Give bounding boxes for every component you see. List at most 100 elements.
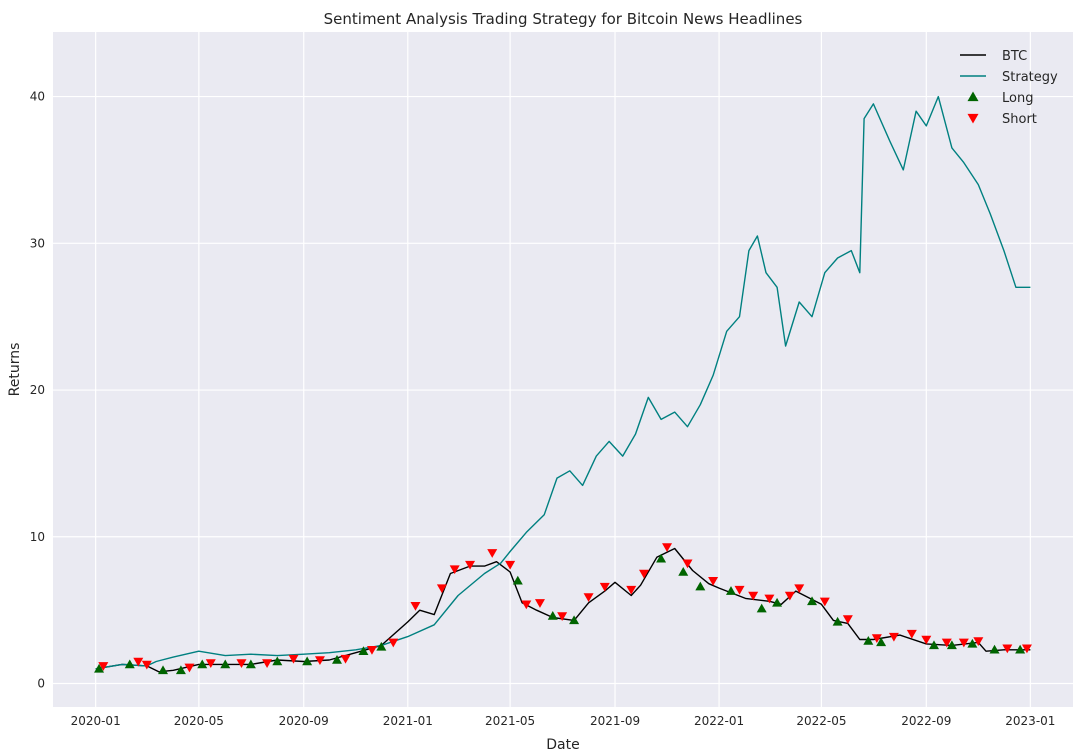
x-tick-label: 2023-01 [1005, 714, 1055, 728]
short-marker [1002, 644, 1013, 654]
long-marker [547, 611, 558, 620]
long-marker [197, 659, 208, 669]
legend-label-btc: BTC [1002, 49, 1027, 64]
short-marker [262, 659, 273, 668]
short-marker [314, 656, 325, 666]
y-axis-label: Returns [7, 343, 23, 397]
short-marker [682, 559, 693, 569]
long-marker [967, 638, 978, 648]
short-marker [906, 629, 917, 639]
legend-swatch-long [967, 91, 979, 102]
short-marker [819, 597, 830, 607]
long-marker [302, 656, 313, 666]
long-marker [726, 586, 737, 595]
long-marker [656, 553, 667, 563]
long-marker [94, 663, 105, 673]
short-marker [288, 654, 299, 664]
short-marker [465, 560, 476, 570]
short-marker [487, 549, 498, 558]
y-tick-label: 30 [30, 236, 45, 250]
grid-lines [53, 32, 1073, 707]
long-marker [376, 641, 387, 651]
long-marker [331, 655, 342, 664]
short-marker [794, 584, 805, 594]
y-tick-label: 40 [30, 90, 45, 104]
long-marker [772, 597, 783, 607]
long-marker [1015, 644, 1026, 654]
long-marker [220, 659, 231, 669]
tick-labels: 2020-01 2020-05 2020-09 2021-01 2021-05 2021-… [30, 90, 1056, 728]
legend-label-short: Short [1002, 112, 1037, 127]
x-tick-label: 2020-09 [279, 714, 329, 728]
short-marker [205, 659, 216, 668]
long-marker [807, 596, 818, 606]
marker-layer [94, 543, 1032, 675]
x-tick-label: 2022-09 [901, 714, 951, 728]
short-marker [388, 638, 399, 648]
long-marker [569, 615, 580, 625]
long-marker [832, 616, 843, 626]
legend-label-strategy: Strategy [1002, 70, 1058, 85]
short-marker [98, 662, 109, 671]
y-tick-label: 20 [30, 383, 45, 397]
x-axis-label: Date [546, 737, 579, 753]
short-marker [639, 569, 650, 579]
long-marker [124, 659, 135, 669]
short-marker [842, 615, 853, 624]
short-marker [366, 646, 377, 655]
long-marker [756, 603, 767, 613]
short-marker [449, 565, 460, 575]
short-marker [410, 602, 421, 611]
short-marker [871, 634, 882, 644]
short-marker [748, 591, 759, 601]
short-marker [340, 654, 351, 664]
long-marker [946, 640, 957, 650]
legend-swatch-short [967, 113, 979, 124]
short-marker [557, 612, 568, 622]
short-marker [534, 599, 545, 608]
short-marker [184, 663, 195, 673]
long-marker [358, 646, 369, 655]
x-tick-label: 2021-01 [383, 714, 433, 728]
short-marker [662, 543, 673, 553]
short-marker [626, 585, 637, 595]
long-marker [863, 635, 874, 645]
long-marker [158, 665, 169, 675]
series-line-strategy [95, 95, 1031, 670]
short-marker [521, 600, 532, 610]
x-tick-label: 2021-05 [485, 714, 535, 728]
x-tick-label: 2022-05 [796, 714, 846, 728]
long-marker [245, 659, 256, 669]
y-tick-label: 0 [37, 677, 45, 691]
x-tick-label: 2020-01 [71, 714, 121, 728]
short-marker [141, 660, 152, 670]
chart-title: Sentiment Analysis Trading Strategy for … [324, 10, 803, 28]
short-marker [583, 593, 594, 602]
long-marker [175, 665, 186, 675]
short-marker [734, 585, 745, 595]
long-marker [272, 656, 283, 666]
x-tick-label: 2022-01 [694, 714, 744, 728]
long-marker [678, 567, 689, 576]
plot-background [53, 32, 1073, 707]
legend-label-long: Long [1002, 91, 1033, 106]
short-marker [133, 657, 144, 667]
short-marker [973, 637, 984, 646]
short-marker [505, 560, 516, 570]
short-marker [784, 591, 795, 601]
short-marker [708, 577, 719, 586]
long-marker [695, 581, 706, 591]
series-line-btc [95, 547, 1031, 673]
short-marker [921, 635, 932, 645]
short-marker [764, 594, 775, 604]
short-marker [599, 582, 610, 592]
x-tick-label: 2020-05 [174, 714, 224, 728]
short-marker [888, 632, 899, 642]
legend: BTC Strategy Long Short [960, 49, 1058, 127]
long-marker [928, 640, 939, 650]
short-marker [236, 659, 247, 668]
short-marker [958, 638, 969, 648]
long-marker [876, 637, 887, 647]
